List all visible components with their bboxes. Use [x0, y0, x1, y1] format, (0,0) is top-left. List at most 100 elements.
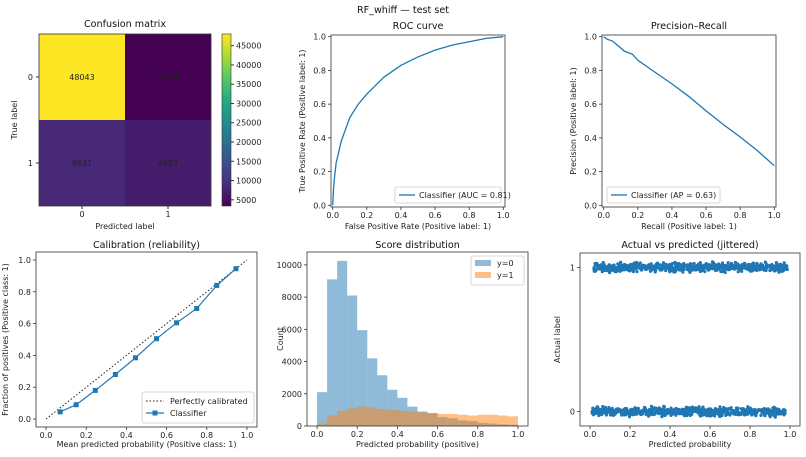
- scatter-point-label-1: [709, 266, 713, 270]
- scatter-point-label-1: [681, 266, 685, 270]
- legend-label: Classifier: [170, 409, 207, 418]
- y-tick-label: 0.4: [584, 134, 597, 143]
- scatter-point-label-1: [597, 266, 601, 270]
- legend-swatch: [475, 272, 491, 278]
- scatter-point-label-1: [684, 264, 688, 268]
- scatter-point-label-1: [740, 266, 745, 270]
- scatter-point-label-0: [677, 408, 681, 412]
- scatter-point-label-0: [725, 411, 729, 415]
- legend: [394, 186, 502, 204]
- histogram-bar-y=1: [387, 409, 398, 426]
- scatter-point-label-0: [662, 405, 666, 409]
- axes-frame: [38, 33, 212, 207]
- scatter-point-label-0: [746, 407, 751, 411]
- scatter-point-label-1: [723, 270, 727, 275]
- y-tick-label: 0.6: [18, 320, 31, 329]
- y-tick-label: 1.0: [313, 33, 326, 42]
- x-tick-label: 0.0: [311, 430, 324, 439]
- x-tick-label: 0.8: [200, 431, 213, 440]
- x-tick-label: 0.2: [80, 431, 93, 440]
- scatter-point-label-0: [596, 409, 600, 413]
- x-tick-label: 0.6: [160, 431, 173, 440]
- axes-frame: [579, 252, 801, 427]
- calibration-point: [214, 282, 220, 288]
- scatter-point-label-0: [781, 411, 785, 415]
- chart-title: Confusion matrix: [84, 19, 166, 30]
- y-axis-label: Fraction of positives (Positive class: 1…: [1, 263, 10, 416]
- scatter-point-label-0: [689, 411, 694, 415]
- scatter-point-label-1: [743, 261, 747, 265]
- scatter-point-label-1: [763, 260, 767, 264]
- x-tick-label: 0.0: [584, 430, 597, 439]
- legend-label: y=0: [497, 259, 514, 268]
- scatter-point-label-1: [655, 265, 660, 269]
- scatter-point-label-1: [636, 265, 640, 269]
- x-tick-label: 0.8: [734, 211, 747, 220]
- x-tick-label: 0.8: [744, 430, 757, 439]
- scatter-point-label-0: [741, 409, 746, 413]
- y-tick-label: 0.2: [18, 383, 31, 392]
- matrix-cell: [125, 34, 211, 120]
- scatter-point-label-0: [701, 405, 705, 409]
- scatter-point-label-1: [706, 268, 711, 272]
- scatter-point-label-0: [611, 413, 616, 418]
- x-tick-label: 0.4: [664, 430, 677, 439]
- histogram-bar-y=1: [327, 415, 338, 426]
- y-tick-label: 1.0: [18, 256, 31, 265]
- scatter-point-label-0: [757, 407, 761, 412]
- scatter-point-label-1: [784, 266, 788, 270]
- axes-frame: [35, 251, 258, 428]
- y-tick-label: 1: [28, 159, 33, 168]
- histogram-bar-y=1: [357, 406, 368, 426]
- scatter-point-label-0: [763, 408, 768, 412]
- scatter-point-label-0: [742, 413, 747, 417]
- calibration-point: [194, 305, 200, 311]
- scatter-point-label-0: [597, 413, 601, 418]
- scatter-point-label-1: [631, 263, 635, 267]
- scatter-point-label-0: [755, 411, 759, 415]
- scatter-point-label-0: [624, 410, 628, 414]
- scatter-point-label-1: [781, 268, 786, 272]
- scatter-point-label-0: [631, 408, 636, 412]
- scatter-point-label-1: [717, 262, 721, 266]
- x-tick-label: 0.6: [700, 211, 713, 220]
- histogram-bar-y=1: [447, 413, 458, 426]
- axes-frame: [306, 251, 529, 427]
- scatter-point-label-1: [662, 265, 666, 269]
- scatter-point-label-1: [748, 268, 753, 272]
- scatter-point-label-1: [655, 262, 659, 266]
- x-tick-label: 0.4: [120, 431, 133, 440]
- scatter-point-label-0: [745, 412, 749, 416]
- scatter-point-label-1: [621, 263, 625, 267]
- scatter-point-label-0: [729, 406, 733, 410]
- scatter-point-label-0: [759, 413, 763, 417]
- scatter-point-label-1: [764, 268, 768, 273]
- x-tick-label: 0.4: [666, 211, 679, 220]
- scatter-point-label-0: [731, 409, 735, 413]
- x-axis-label: Recall (Positive label: 1): [641, 222, 737, 231]
- scatter-point-label-1: [777, 268, 781, 272]
- axes-frame: [330, 34, 506, 208]
- scatter-point-label-0: [604, 412, 608, 416]
- scatter-point-label-1: [608, 263, 612, 267]
- scatter-point-label-1: [643, 264, 647, 268]
- y-tick-label: 0: [297, 422, 302, 431]
- y-tick-label: 0.8: [18, 288, 31, 297]
- scatter-point-label-0: [660, 413, 664, 417]
- scatter-point-label-0: [720, 414, 724, 418]
- pr-curve: [603, 36, 775, 167]
- y-tick-label: 0.0: [18, 415, 31, 424]
- legend-label: Perfectly calibrated: [170, 397, 248, 406]
- scatter-point-label-0: [736, 411, 740, 415]
- scatter-point-label-1: [753, 266, 757, 270]
- axes-frame: [601, 34, 777, 208]
- scatter-point-label-0: [657, 412, 661, 416]
- calibration-point: [112, 372, 118, 377]
- scatter-point-label-0: [641, 408, 645, 412]
- colorbar: [221, 33, 232, 207]
- scatter-point-label-0: [669, 411, 674, 415]
- scatter-point-label-0: [720, 409, 724, 413]
- scatter-point-label-1: [652, 266, 656, 270]
- scatter-point-label-0: [702, 412, 706, 416]
- x-tick-label: 0.0: [326, 211, 339, 220]
